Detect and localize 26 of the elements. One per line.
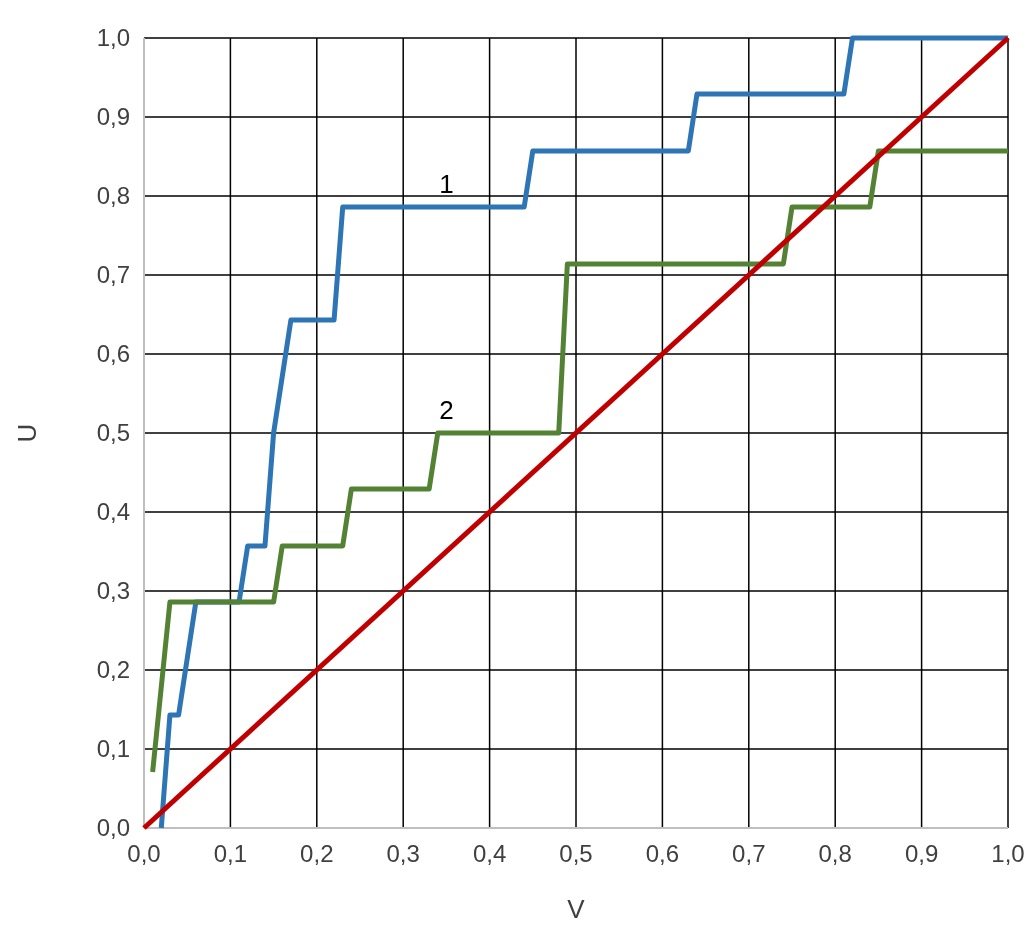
x-tick-label: 0,7 (732, 840, 766, 867)
x-tick-label: 0,2 (300, 840, 334, 867)
y-tick-label: 0,9 (96, 103, 130, 131)
x-tick-label: 0,3 (386, 840, 420, 867)
y-tick-label: 1,0 (96, 24, 130, 52)
y-tick-label: 0,8 (96, 182, 130, 210)
y-tick-label: 0,7 (96, 261, 130, 289)
y-tick-label: 0,3 (96, 577, 130, 605)
x-tick-label: 0,9 (904, 840, 939, 867)
x-tick-label: 0,6 (645, 840, 680, 867)
x-tick-label: 0,0 (127, 840, 161, 867)
y-tick-label: 0,2 (96, 656, 130, 684)
series-label: 1 (439, 169, 454, 200)
y-tick-label: 0,0 (96, 814, 130, 842)
x-tick-label: 0,1 (213, 840, 248, 867)
y-axis-title: U (12, 423, 42, 443)
y-tick-label: 0,5 (96, 419, 130, 447)
x-axis-title: V (567, 894, 586, 924)
series-label: 2 (439, 395, 454, 425)
x-tick-label: 1,0 (991, 840, 1025, 867)
x-tick-label: 0,4 (472, 840, 507, 867)
y-tick-label: 0,4 (96, 498, 130, 526)
x-tick-label: 0,8 (818, 840, 852, 867)
y-tick-label: 0,6 (96, 340, 130, 368)
x-tick-label: 0,5 (559, 840, 593, 867)
y-tick-label: 0,1 (96, 735, 130, 763)
